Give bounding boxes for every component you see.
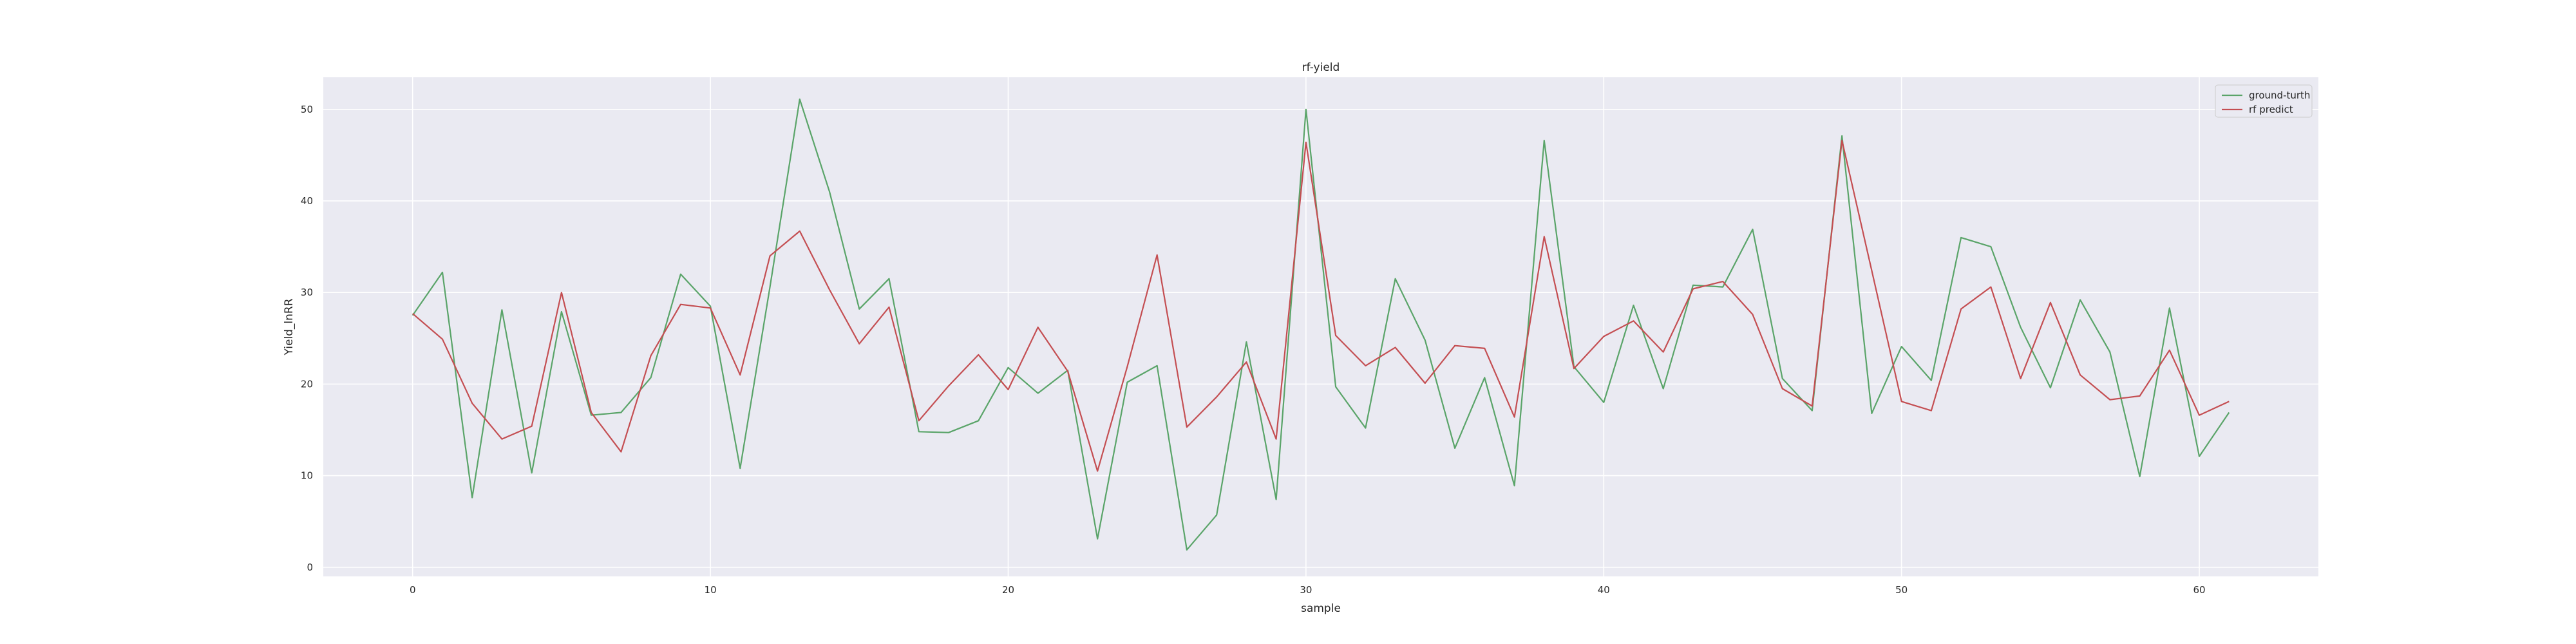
y-axis-label: Yield_lnRR (283, 298, 296, 355)
legend-label: rf predict (2249, 104, 2293, 115)
series-line-rf-predict (412, 140, 2230, 472)
series-lines (412, 99, 2230, 551)
x-tick-label: 0 (410, 584, 416, 596)
x-tick-label: 10 (705, 584, 717, 596)
x-tick-label: 50 (1895, 584, 1908, 596)
x-tick-label: 40 (1598, 584, 1610, 596)
gridlines (323, 77, 2318, 576)
y-tick-label: 50 (301, 104, 313, 115)
y-tick-label: 20 (301, 378, 313, 390)
y-tick-label: 0 (307, 562, 313, 573)
plot-background (323, 77, 2318, 576)
x-axis-ticks: 0 10 20 30 40 50 60 (410, 584, 2206, 596)
y-tick-label: 40 (301, 195, 313, 207)
y-axis-ticks: 0 10 20 30 40 50 (301, 104, 313, 573)
x-tick-label: 60 (2193, 584, 2205, 596)
series-line-ground-turth (412, 99, 2230, 551)
legend-label: ground-turth (2249, 90, 2310, 101)
y-tick-label: 10 (301, 470, 313, 482)
x-axis-label: sample (1301, 602, 1341, 615)
legend: ground-turth rf predict (2215, 84, 2313, 118)
y-tick-label: 30 (301, 287, 313, 298)
x-tick-label: 30 (1300, 584, 1312, 596)
x-tick-label: 20 (1002, 584, 1014, 596)
chart-title: rf-yield (1302, 61, 1340, 74)
